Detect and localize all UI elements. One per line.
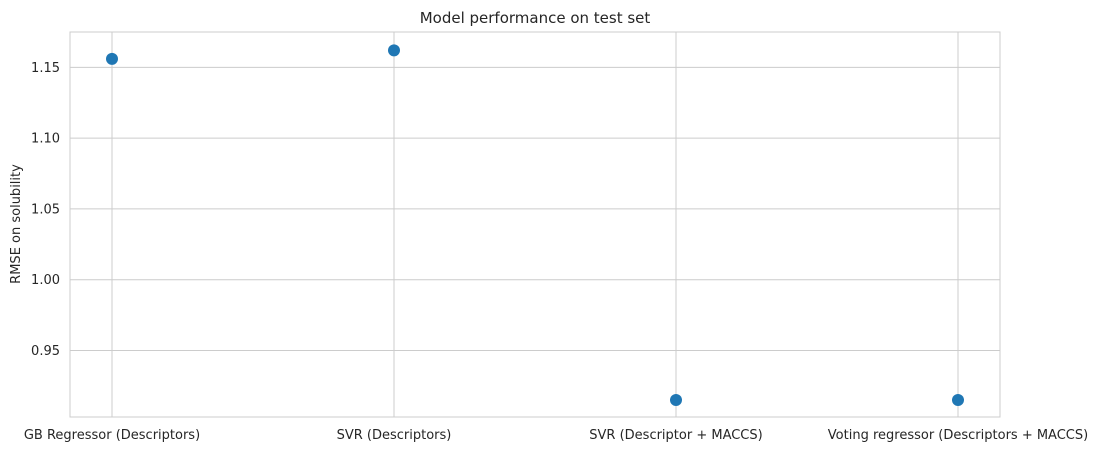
x-tick-label: SVR (Descriptors): [337, 428, 452, 443]
grid-lines: [70, 32, 1000, 417]
data-point: [388, 44, 400, 57]
x-tick-label: SVR (Descriptor + MACCS): [589, 428, 762, 443]
data-point: [670, 394, 682, 407]
y-tick-label: 1.05: [31, 202, 60, 217]
chart-title: Model performance on test set: [420, 9, 651, 27]
y-tick-label: 0.95: [31, 344, 60, 359]
y-tick-label: 1.15: [31, 61, 60, 76]
y-axis-label: RMSE on solubility: [9, 164, 24, 284]
x-tick-label: GB Regressor (Descriptors): [24, 428, 200, 443]
data-point: [952, 394, 964, 407]
plot-area: [69, 31, 1001, 418]
x-tick-labels: GB Regressor (Descriptors) SVR (Descripto…: [24, 428, 1088, 443]
data-points: [106, 44, 964, 407]
y-tick-label: 1.00: [31, 273, 60, 288]
y-tick-label: 1.10: [31, 132, 60, 147]
data-point: [106, 52, 118, 65]
y-tick-labels: 0.95 1.00 1.05 1.10 1.15: [31, 61, 60, 359]
x-tick-label: Voting regressor (Descriptors + MACCS): [828, 428, 1088, 443]
